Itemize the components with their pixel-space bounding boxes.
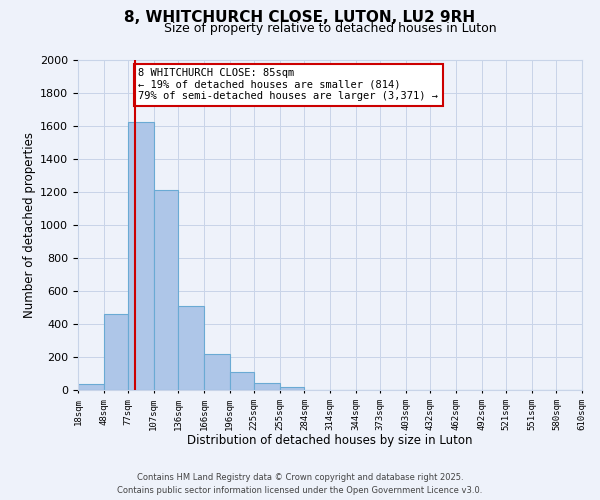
Title: Size of property relative to detached houses in Luton: Size of property relative to detached ho… <box>164 22 496 35</box>
Bar <box>204 354 230 390</box>
Bar <box>78 384 104 390</box>
Bar <box>128 122 154 390</box>
Bar <box>178 306 204 390</box>
Bar <box>104 314 128 390</box>
X-axis label: Distribution of detached houses by size in Luton: Distribution of detached houses by size … <box>187 434 473 447</box>
Bar <box>280 386 304 390</box>
Text: Contains HM Land Registry data © Crown copyright and database right 2025.
Contai: Contains HM Land Registry data © Crown c… <box>118 474 482 495</box>
Y-axis label: Number of detached properties: Number of detached properties <box>23 132 36 318</box>
Text: 8 WHITCHURCH CLOSE: 85sqm
← 19% of detached houses are smaller (814)
79% of semi: 8 WHITCHURCH CLOSE: 85sqm ← 19% of detac… <box>139 68 439 102</box>
Text: 8, WHITCHURCH CLOSE, LUTON, LU2 9RH: 8, WHITCHURCH CLOSE, LUTON, LU2 9RH <box>124 10 476 25</box>
Bar <box>230 372 254 390</box>
Bar <box>254 382 280 390</box>
Bar <box>154 190 178 390</box>
